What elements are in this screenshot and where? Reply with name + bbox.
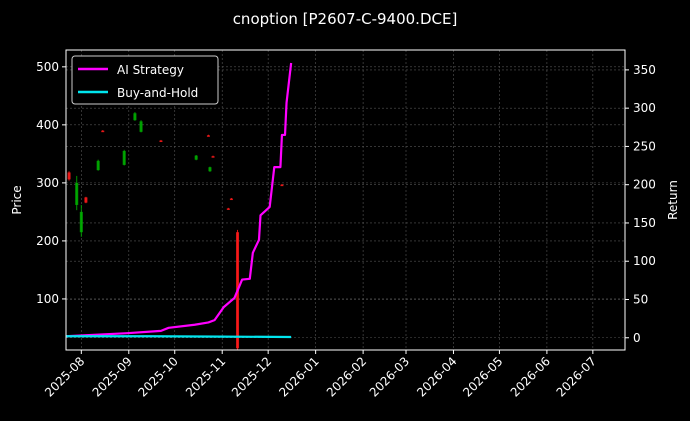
candle-body bbox=[133, 113, 137, 121]
y-tick-label: 100 bbox=[36, 292, 59, 306]
x-tick-label: 2026-04 bbox=[414, 354, 459, 399]
series-lines bbox=[65, 62, 293, 339]
candle-body bbox=[139, 121, 143, 132]
candle-body bbox=[84, 197, 88, 203]
candle-body bbox=[280, 184, 284, 187]
y-axis-price: 100 200 300 400 500 bbox=[36, 60, 66, 306]
y2-tick-label: 50 bbox=[633, 292, 648, 306]
candle-body bbox=[211, 156, 215, 158]
y-tick-label: 200 bbox=[36, 234, 59, 248]
y2-tick-label: 200 bbox=[633, 178, 656, 192]
y2-tick-label: 300 bbox=[633, 101, 656, 115]
buy-and-hold-line bbox=[66, 335, 292, 339]
y2-axis-label: Return bbox=[666, 180, 680, 220]
candle-body bbox=[226, 208, 230, 210]
legend-box bbox=[71, 55, 219, 105]
y-tick-label: 400 bbox=[36, 118, 59, 132]
candle-body bbox=[122, 150, 126, 165]
y-tick-label: 300 bbox=[36, 176, 59, 190]
candle-body bbox=[79, 211, 83, 233]
candle-body bbox=[96, 160, 100, 171]
grid bbox=[66, 50, 625, 350]
legend: AI Strategy Buy-and-Hold bbox=[71, 55, 219, 105]
y2-tick-label: 100 bbox=[633, 254, 656, 268]
x-tick-label: 2026-05 bbox=[460, 354, 505, 399]
x-tick-label: 2025-08 bbox=[42, 354, 87, 399]
legend-label-buy-and-hold: Buy-and-Hold bbox=[117, 86, 198, 100]
legend-label-ai-strategy: AI Strategy bbox=[117, 63, 184, 77]
x-tick-label: 2025-10 bbox=[136, 354, 181, 399]
candle-body bbox=[194, 155, 198, 160]
candle-body bbox=[208, 167, 212, 172]
x-tick-label: 2026-06 bbox=[508, 354, 553, 399]
y-axis-label: Price bbox=[10, 185, 24, 214]
ai-strategy-line bbox=[65, 62, 293, 338]
candle-body bbox=[159, 140, 163, 143]
candles bbox=[67, 112, 284, 350]
y2-tick-label: 350 bbox=[633, 63, 656, 77]
x-tick-label: 2026-01 bbox=[276, 354, 321, 399]
x-tick-label: 2025-09 bbox=[90, 354, 135, 399]
y-tick-label: 500 bbox=[36, 60, 59, 74]
x-tick-label: 2026-03 bbox=[367, 354, 412, 399]
candle-body bbox=[229, 198, 233, 201]
x-tick-label: 2025-12 bbox=[229, 354, 274, 399]
candle-body bbox=[67, 172, 71, 180]
y2-tick-label: 250 bbox=[633, 139, 656, 153]
candle-body bbox=[75, 182, 79, 205]
axes-frame bbox=[65, 49, 626, 351]
x-tick-label: 2026-02 bbox=[324, 354, 369, 399]
candle-body bbox=[101, 130, 105, 133]
x-tick-label: 2025-11 bbox=[183, 354, 228, 399]
x-axis: 2025-08 2025-09 2025-10 2025-11 2025-12 2026-… bbox=[42, 350, 599, 400]
y-axis-return: 0 50 100 150 200 250 300 350 bbox=[625, 63, 656, 345]
chart-title: cnoption [P2607-C-9400.DCE] bbox=[233, 10, 458, 28]
y2-tick-label: 0 bbox=[633, 331, 641, 345]
x-tick-label: 2026-07 bbox=[554, 354, 599, 399]
candle-body bbox=[206, 135, 210, 137]
y2-tick-label: 150 bbox=[633, 216, 656, 230]
